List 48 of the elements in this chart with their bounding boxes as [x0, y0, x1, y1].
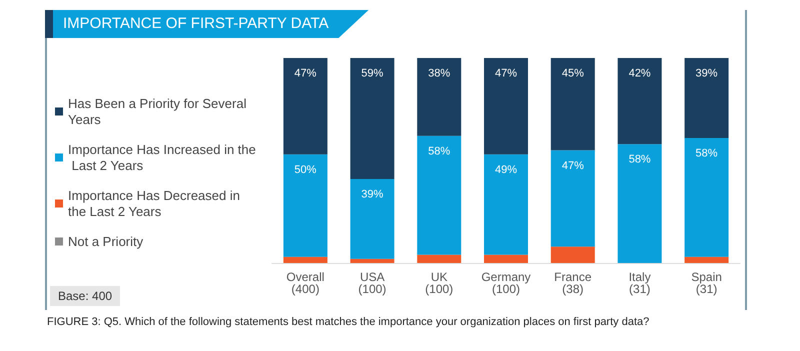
x-tick-label: Overall (400): [286, 270, 324, 296]
x-tick-label: USA (100): [358, 270, 386, 296]
bar: [484, 58, 528, 154]
bar: [417, 58, 462, 136]
legend-label: Importance Has Decreased in the Last 2 Years: [68, 188, 244, 219]
bar: [417, 136, 462, 255]
data-label: 49%: [494, 164, 518, 176]
text: Base: 400: [50, 286, 120, 306]
bar: [417, 254, 462, 263]
bar: [684, 58, 729, 138]
x-tick-label: Spain (31): [691, 270, 722, 296]
bar: [283, 256, 328, 263]
x-tick-label: France (38): [554, 270, 592, 296]
data-label: 38%: [428, 68, 450, 80]
data-label: 58%: [428, 145, 450, 158]
data-label: 39%: [696, 68, 718, 80]
bar: [283, 154, 328, 257]
bar: [550, 58, 595, 150]
bar: [350, 258, 394, 263]
bar: [484, 154, 528, 255]
data-label: 42%: [628, 68, 651, 80]
bar: [550, 150, 595, 247]
bar: [618, 144, 662, 263]
data-label: 39%: [361, 188, 384, 200]
bar: [350, 58, 394, 179]
x-tick-label: UK (100): [425, 270, 454, 296]
data-label: 58%: [628, 154, 651, 166]
legend-label: Importance Has Increased in the Last 2 Years: [68, 142, 256, 173]
bar: [350, 178, 394, 259]
x-tick-label: Italy (31): [628, 270, 651, 296]
data-label: 50%: [294, 164, 317, 176]
bar: [684, 256, 729, 263]
data-label: 58%: [696, 147, 718, 160]
data-label: 45%: [562, 68, 584, 80]
x-tick-label: Germany (100): [481, 270, 531, 296]
chart-title: IMPORTANCE OF FIRST-PARTY DATA: [45, 10, 369, 38]
data-label: 47%: [562, 160, 584, 172]
bar: [484, 254, 528, 263]
bar: [283, 58, 328, 154]
caption: FIGURE 3: Q5. Which of the following statements best matches the importance your organization places on first party data?: [47, 315, 650, 329]
legend-label: Not a Priority: [68, 234, 144, 249]
bar: [618, 58, 662, 144]
data-label: 59%: [361, 68, 384, 80]
data-label: 47%: [494, 68, 518, 80]
data-label: 47%: [294, 68, 317, 80]
bar: [684, 138, 729, 257]
legend-label: Has Been a Priority for Several Years: [68, 96, 250, 127]
bar: [550, 246, 595, 263]
